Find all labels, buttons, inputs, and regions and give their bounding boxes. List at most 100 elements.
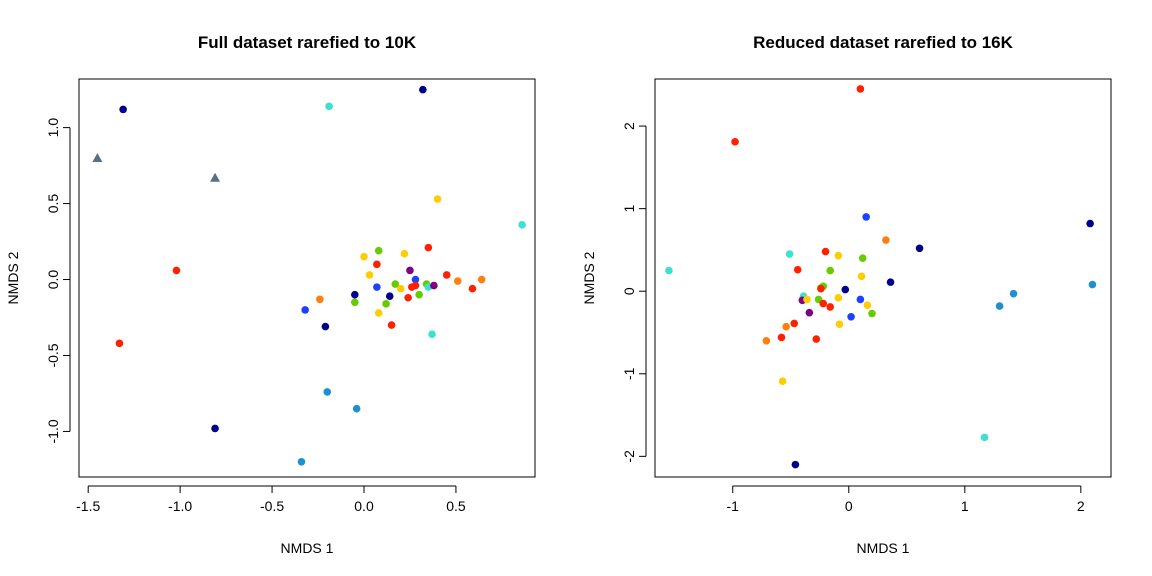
data-point (863, 301, 872, 310)
y-axis-label: NMDS 2 (5, 251, 21, 304)
chart-title: Reduced dataset rarefied to 16K (753, 33, 1014, 52)
x-tick-label: 0 (845, 498, 853, 514)
data-point (411, 275, 420, 284)
data-point (812, 335, 821, 343)
data-point (419, 85, 427, 94)
data-point (406, 266, 414, 275)
data-point-triangle (92, 152, 103, 162)
data-point (325, 102, 333, 111)
y-tick-label: 0 (621, 287, 637, 295)
data-point (119, 105, 127, 114)
data-point (442, 271, 451, 279)
data-point (841, 285, 850, 294)
data-point (819, 299, 828, 308)
x-tick-label: 1 (961, 498, 969, 514)
y-tick-label: 0.5 (45, 194, 61, 214)
data-point (396, 284, 405, 293)
data-point (793, 265, 802, 274)
data-point (374, 309, 383, 317)
y-tick-label: 0.0 (45, 270, 61, 290)
data-point (115, 339, 124, 348)
data-points (665, 85, 1097, 469)
y-tick-label: -1 (621, 367, 637, 380)
data-point (826, 266, 835, 275)
data-point (778, 377, 787, 386)
y-tick-label: -0.5 (45, 343, 61, 367)
x-tick-label: -1 (727, 498, 740, 514)
x-tick-label: 0.0 (354, 498, 374, 514)
data-point (365, 271, 374, 279)
data-point (374, 246, 383, 255)
y-axis-label: NMDS 2 (581, 251, 597, 304)
data-point (477, 275, 486, 284)
data-point (1086, 219, 1094, 228)
data-point (351, 290, 359, 299)
data-point (321, 322, 330, 331)
data-point (387, 321, 396, 329)
data-point (835, 320, 844, 329)
x-axis-label: NMDS 1 (857, 540, 910, 556)
data-point (995, 302, 1004, 310)
axis-ticks: -1.5 -1.0 -0.5 0.0 0.5 -1.0 -0.5 0.0 0.5 1.0 (45, 118, 466, 514)
x-tick-label: 0.5 (446, 498, 466, 514)
plot-frame (654, 78, 1112, 478)
data-point (391, 280, 400, 288)
data-point (785, 250, 794, 258)
y-tick-label: 1.0 (45, 118, 61, 138)
chart-panel-full: Full dataset rarefied to 10K NMDS 1 NMDS… (5, 33, 536, 556)
chart-title: Full dataset rarefied to 10K (198, 33, 417, 52)
chart-panel-reduced: Reduced dataset rarefied to 16K NMDS 1 N… (581, 33, 1112, 556)
x-tick-label: -1.0 (168, 498, 192, 514)
data-point (1088, 280, 1097, 289)
x-tick-label: -1.5 (76, 498, 100, 514)
data-point (856, 85, 865, 93)
data-point (172, 266, 181, 275)
y-tick-label: 2 (621, 122, 637, 130)
data-points (92, 85, 526, 466)
data-point (665, 266, 673, 275)
data-point (316, 295, 324, 304)
data-point (424, 243, 433, 252)
data-point-triangle (210, 172, 221, 182)
data-point (803, 295, 811, 304)
data-point (821, 247, 830, 256)
x-tick-label: 2 (1077, 498, 1085, 514)
data-point (428, 330, 436, 339)
data-point (731, 137, 739, 146)
data-point (834, 251, 843, 260)
data-point (411, 281, 420, 290)
data-point (433, 195, 442, 203)
data-point (805, 308, 814, 317)
data-point (980, 433, 989, 442)
data-point (782, 322, 790, 331)
data-point (301, 306, 309, 314)
x-axis-label: NMDS 1 (281, 540, 334, 556)
data-point (415, 290, 423, 299)
data-point (826, 303, 835, 311)
data-point (373, 283, 381, 291)
data-point (400, 249, 409, 258)
data-point (382, 300, 390, 308)
data-point (791, 460, 800, 469)
data-point (858, 254, 867, 262)
data-point (886, 278, 895, 286)
data-point (915, 244, 924, 253)
data-point (323, 388, 332, 396)
data-point (856, 295, 865, 304)
data-point (882, 236, 890, 244)
y-tick-label: -1.0 (45, 419, 61, 443)
data-point (1009, 289, 1018, 298)
plot-frame (78, 78, 536, 478)
y-tick-label: 1 (621, 205, 637, 213)
data-point (373, 260, 381, 269)
data-point (868, 309, 876, 318)
data-point (352, 404, 361, 413)
data-point (777, 333, 786, 342)
data-point (857, 272, 866, 281)
data-point (468, 284, 477, 293)
data-point (211, 424, 219, 433)
data-point (297, 458, 306, 466)
data-point (790, 319, 799, 328)
data-point (518, 221, 526, 229)
